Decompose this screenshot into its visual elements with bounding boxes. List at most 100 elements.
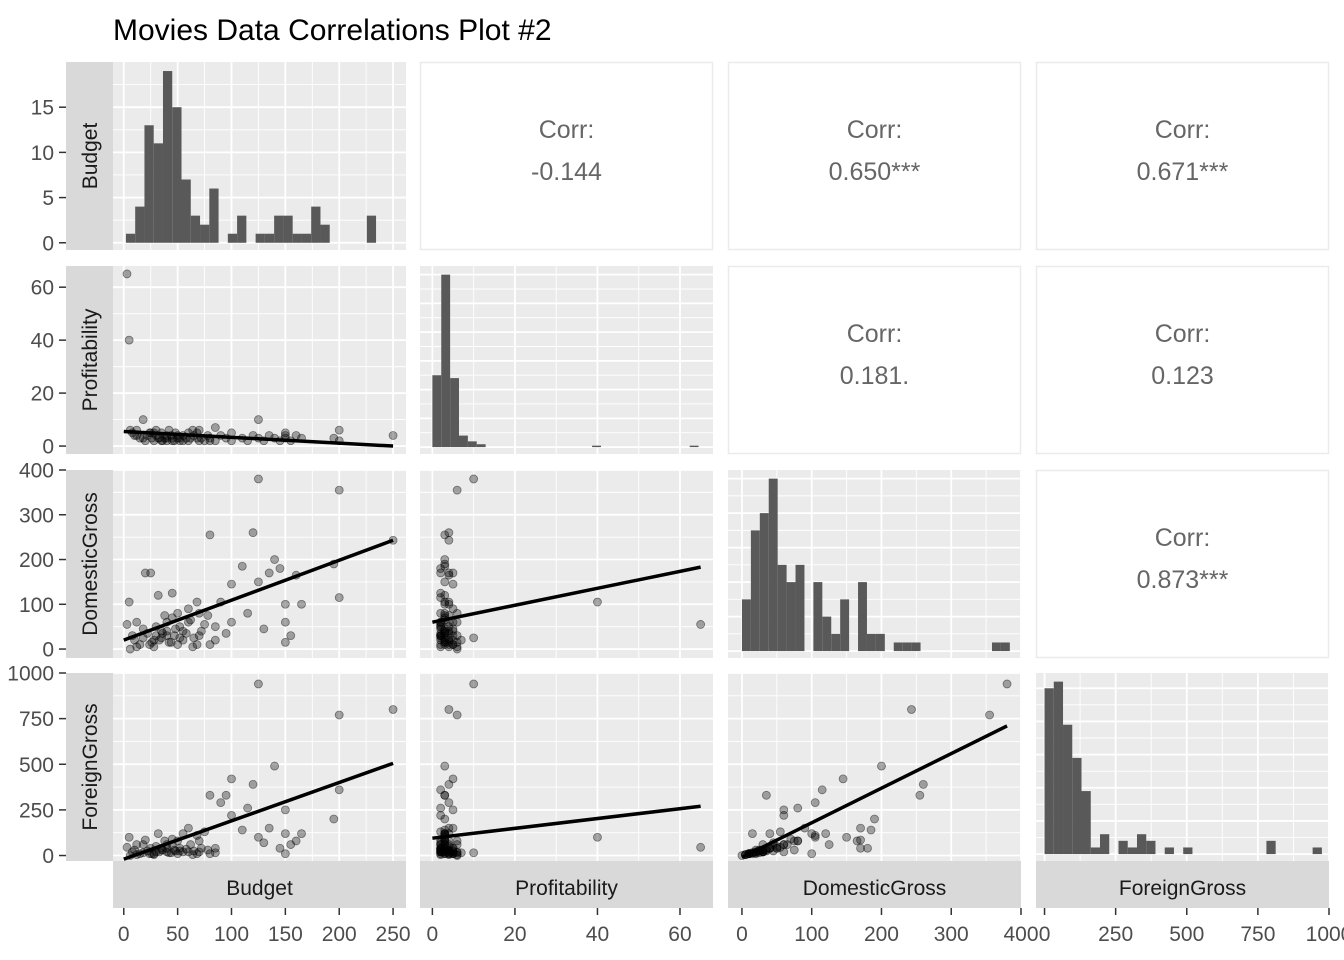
data-point (196, 843, 206, 853)
y-tick-label: 10 (31, 142, 54, 165)
data-point (440, 555, 450, 564)
histogram-bar (162, 71, 173, 243)
panel-profitability-foreigngross: Corr: 0.123 (1035, 265, 1330, 455)
data-point (768, 846, 778, 856)
data-point (200, 620, 209, 629)
x-tick-label: 250 (376, 923, 411, 946)
data-point (175, 633, 185, 643)
data-point (469, 474, 479, 484)
data-point (440, 790, 450, 800)
data-point (178, 626, 188, 636)
data-point (821, 829, 831, 839)
data-point (436, 624, 446, 634)
correlation-panel-background (1035, 265, 1330, 455)
data-point (469, 848, 479, 858)
data-point (259, 838, 269, 848)
data-point (188, 642, 198, 652)
data-point (248, 528, 258, 538)
row-strip (66, 470, 113, 658)
data-point (436, 850, 446, 860)
x-tick-label: 50 (166, 923, 189, 946)
data-point (440, 843, 450, 853)
data-point (275, 564, 285, 573)
data-point (810, 831, 820, 840)
y-tick-label: 20 (31, 383, 54, 406)
data-point (436, 847, 446, 857)
data-point (162, 847, 172, 857)
data-point (810, 798, 820, 807)
histogram-bar (320, 224, 330, 243)
data-point (824, 840, 834, 849)
data-point (243, 608, 253, 618)
data-point (227, 579, 236, 589)
data-point (436, 840, 446, 849)
data-point (203, 611, 213, 620)
data-point (452, 836, 462, 846)
data-point (444, 599, 454, 609)
data-point (334, 785, 344, 795)
data-point (786, 834, 796, 844)
data-point (444, 628, 454, 638)
data-point (436, 631, 446, 641)
data-point (748, 829, 757, 839)
data-point (440, 626, 450, 636)
histogram-bar (902, 642, 912, 652)
data-point (153, 590, 163, 600)
data-point (149, 642, 159, 652)
data-point (221, 790, 231, 800)
histogram-bar (1312, 847, 1322, 855)
histogram-bar (1127, 847, 1137, 855)
data-point (444, 845, 454, 855)
histogram-bar (911, 642, 921, 652)
data-point (444, 841, 454, 851)
data-point (444, 633, 454, 643)
data-point (448, 849, 458, 859)
x-tick-label: 100 (214, 923, 249, 946)
data-point (448, 635, 458, 645)
histogram-bar (450, 378, 459, 448)
x-tick-label: 60 (668, 923, 691, 946)
panel-domesticgross-profitability (420, 469, 713, 658)
histogram-bar (1183, 847, 1193, 855)
histogram-bar (1136, 834, 1147, 855)
histogram-bar (1266, 840, 1276, 855)
data-point (452, 485, 462, 495)
histogram-bar (476, 444, 486, 448)
data-point (184, 604, 193, 614)
data-point (157, 436, 166, 446)
data-point (436, 588, 446, 598)
histogram-bar (153, 143, 163, 243)
data-point (188, 850, 198, 860)
data-point (178, 436, 188, 446)
data-point (772, 843, 782, 853)
histogram-bar (283, 215, 293, 243)
data-point (436, 845, 446, 855)
data-point (440, 626, 450, 636)
data-point (856, 823, 865, 833)
data-point (444, 850, 454, 860)
panel-background (113, 673, 406, 861)
data-point (184, 617, 193, 627)
histogram-bar (1146, 840, 1156, 855)
data-point (388, 705, 398, 714)
x-tick-label: 100 (794, 923, 829, 946)
panel-budget-domesticgross: Corr: 0.650*** (727, 61, 1022, 251)
panel-foreigngross-domesticgross (728, 672, 1022, 861)
data-point (448, 823, 458, 833)
panel-foreigngross-foreigngross (1036, 673, 1330, 861)
x-tick-label: 0 (118, 923, 130, 946)
histogram-bar (237, 215, 247, 243)
histogram-bar (135, 206, 145, 243)
data-point (444, 779, 454, 789)
y-tick-label: 500 (19, 754, 54, 777)
histogram-bar (190, 215, 201, 243)
y-tick-label: 40 (31, 330, 54, 353)
panel-domesticgross-domesticgross (728, 470, 1022, 658)
panel-foreigngross-budget (113, 672, 406, 861)
y-tick-label: 100 (19, 594, 54, 617)
histogram-bar (311, 206, 321, 243)
histogram-bar (759, 513, 769, 652)
data-point (178, 635, 188, 645)
data-point (436, 843, 446, 853)
data-point (436, 633, 446, 643)
